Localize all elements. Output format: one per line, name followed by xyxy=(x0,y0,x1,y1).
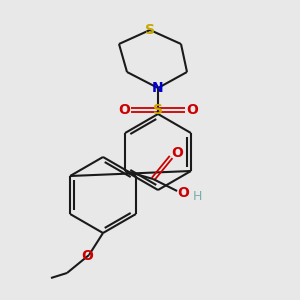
Text: O: O xyxy=(186,103,198,117)
Text: O: O xyxy=(177,186,189,200)
Text: O: O xyxy=(118,103,130,117)
Text: S: S xyxy=(145,23,155,37)
Text: O: O xyxy=(171,146,183,160)
Text: H: H xyxy=(192,190,202,203)
Text: S: S xyxy=(153,103,163,117)
Text: N: N xyxy=(152,81,164,95)
Text: O: O xyxy=(81,249,93,263)
